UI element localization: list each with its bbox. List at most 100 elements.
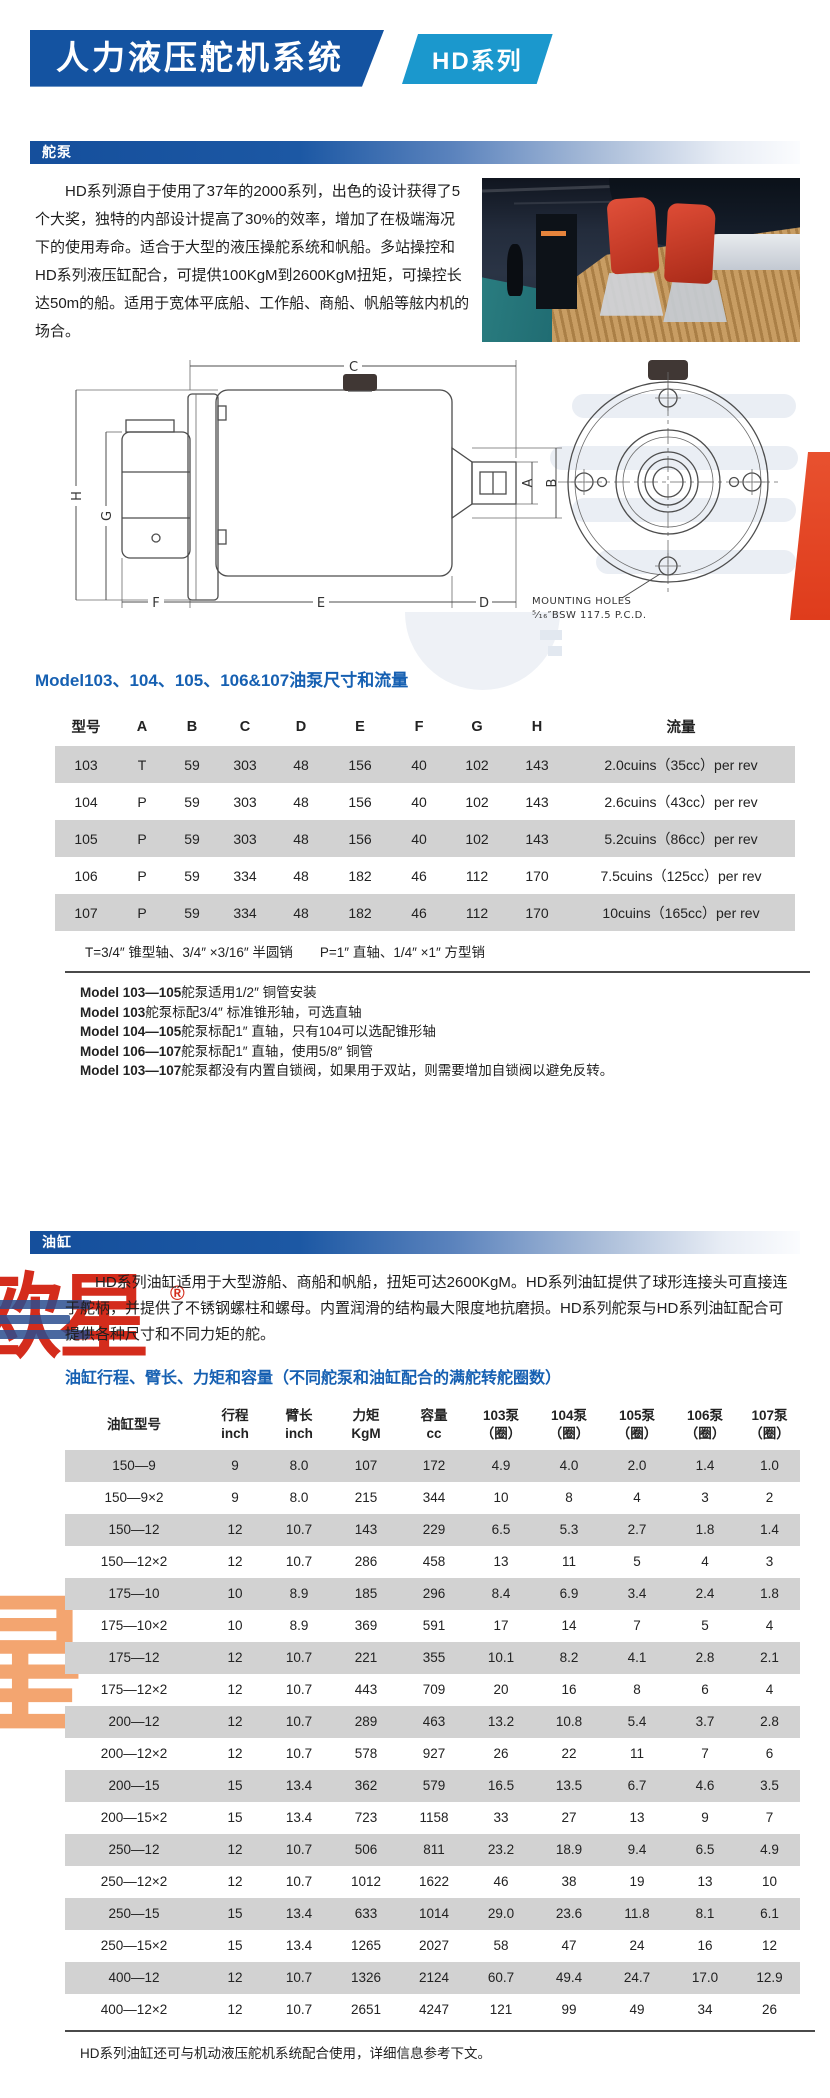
table-cell: 12: [227, 1714, 243, 1729]
table-cell: 10: [227, 1618, 243, 1633]
table-cell: 18.9: [555, 1842, 583, 1857]
table-cell: 15: [227, 1906, 243, 1921]
table-cell: 16: [697, 1938, 713, 1953]
section-title-pump: 舵泵: [42, 144, 72, 160]
table-cell: 334: [233, 904, 257, 921]
section-bar-pump: 舵泵: [30, 141, 800, 164]
table-row: 200—15 15 13.4 362 579 16.5 13.5 6.7 4.6 3.5: [65, 1769, 800, 1802]
table-cell: 10: [761, 1874, 778, 1889]
table-cell: 105: [74, 830, 98, 847]
table-cell: 156: [348, 756, 372, 773]
cylinder-description: HD系列油缸适用于大型游船、商船和帆船，扭矩可达2600KgM。HD系列油缸提供…: [65, 1273, 788, 1343]
column-header: G: [471, 718, 483, 735]
table-cell: 2.0cuins（35cc）per rev: [604, 756, 758, 773]
table-cell: 2.6cuins（43cc）per rev: [604, 793, 758, 810]
table-cell: 40: [411, 830, 427, 847]
table-cell: 143: [525, 756, 549, 773]
table-row: 106 P 59 334 48 182 46 112 170 7.5cuins（125cc）per…: [55, 857, 795, 894]
table-row: 107 P 59 334 48 182 46 112 170 10cuins（165cc）per …: [55, 894, 795, 931]
table-cell: 1158: [419, 1810, 449, 1825]
table-row: 175—12×2 12 10.7 443 709 20 16 8 6 4: [65, 1674, 800, 1706]
table-row: 250—12×2 12 10.7 1012 1622 46 38 19 13 10: [65, 1866, 800, 1898]
table-row: 150—9 9 8.0 107 172 4.9 4.0 2.0 1.4 1.0: [65, 1449, 800, 1482]
dim-label-h: H: [70, 491, 85, 501]
pump-description: HD系列源自于使用了37年的2000系列，出色的设计获得了5个大奖，独特的内部设…: [35, 183, 470, 340]
table-row: 175—10×2 10 8.9 369 591 17 14 7 5 4: [65, 1610, 800, 1642]
table-cell: 200—15×2: [100, 1810, 168, 1825]
table-cell: 40: [411, 756, 427, 773]
table-cell: 11: [561, 1554, 576, 1569]
table-cell: 250—12×2: [100, 1874, 168, 1889]
table-cell: 5: [701, 1618, 709, 1633]
column-header: 容量 cc: [420, 1407, 448, 1441]
table-cell: 250—15×2: [100, 1938, 168, 1953]
table-cell: 170: [525, 867, 549, 884]
table-cell: 59: [184, 793, 200, 810]
photo-pump-base: [663, 279, 727, 323]
column-header: 106泵 （圈）: [684, 1407, 726, 1441]
table-cell: 104: [74, 793, 98, 810]
table-cell: 723: [354, 1810, 378, 1825]
note-line: Model 103—105舵泵适用1/2″ 铜管安装: [80, 983, 810, 1003]
column-header: C: [239, 718, 251, 735]
table-cell: 6.7: [627, 1778, 647, 1793]
cylinder-table-header-row: 油缸型号 行程 inch 臂长 inch 力矩 KgM 容量 cc 103泵 （圈） 10…: [65, 1400, 800, 1450]
table-cell: 10.7: [285, 1970, 313, 1985]
table-cell: 8.9: [289, 1586, 309, 1601]
table-cell: 102: [465, 793, 489, 810]
table-cell: 59: [184, 904, 200, 921]
table-cell: 1622: [418, 1874, 450, 1889]
column-header: 力矩 KgM: [351, 1407, 381, 1441]
table-cell: 143: [525, 793, 549, 810]
table-cell: 5.4: [627, 1714, 647, 1729]
shaft-type-note: T=3/4″ 锥型轴、3/4″ ×3/16″ 半圆销 P=1″ 直轴、1/4″ …: [85, 945, 486, 960]
table-cell: 811: [423, 1842, 445, 1857]
table-cell: 4: [701, 1554, 709, 1569]
table-cell: 1326: [350, 1970, 382, 1985]
table-cell: 14: [561, 1618, 577, 1633]
table-cell: 12: [227, 1522, 243, 1537]
table-cell: 107: [354, 1458, 378, 1473]
table-cell: 46: [493, 1874, 509, 1889]
photo-pump-base: [599, 273, 664, 316]
side-view: [121, 374, 517, 601]
table-cell: 24: [629, 1938, 645, 1953]
table-cell: 15: [227, 1810, 243, 1825]
table-cell: 17.0: [691, 1970, 719, 1985]
table-cell: 16.5: [487, 1778, 515, 1793]
table-cell: 59: [184, 867, 200, 884]
table-cell: 20: [493, 1682, 509, 1697]
table-cell: 506: [354, 1842, 378, 1857]
column-header: 流量: [666, 720, 696, 736]
table-cell: 27: [561, 1810, 577, 1825]
table-cell: 13.4: [285, 1906, 313, 1921]
table-cell: 150—9: [112, 1458, 156, 1473]
table-cell: 9: [231, 1490, 239, 1505]
column-header: B: [186, 718, 198, 735]
table-cell: 13: [629, 1810, 645, 1825]
pump-intro-row: HD系列源自于使用了37年的2000系列，出色的设计获得了5个大奖，独特的内部设…: [35, 178, 800, 346]
page-header: 人力液压舵机系统 HD系列: [30, 30, 830, 88]
table-cell: 29.0: [487, 1906, 515, 1921]
table-cell: 175—10×2: [100, 1618, 168, 1633]
table-cell: 10.7: [285, 1714, 313, 1729]
table-cell: 11.8: [624, 1906, 650, 1921]
table-cell: 579: [422, 1778, 446, 1793]
table-cell: 13.5: [555, 1778, 583, 1793]
table-cell: 102: [465, 756, 489, 773]
table-cell: 3: [765, 1554, 774, 1569]
table-cell: 13.4: [285, 1810, 313, 1825]
note-line: Model 103舵泵标配3/4″ 标准锥形轴，可选直轴: [80, 1003, 810, 1023]
table-cell: 4: [765, 1618, 774, 1633]
table-cell: 26: [493, 1746, 509, 1761]
table-cell: 400—12: [108, 1970, 160, 1985]
table-cell: 362: [354, 1778, 378, 1793]
table-cell: 10.7: [285, 1874, 313, 1889]
table-cell: 8: [633, 1682, 641, 1697]
table-cell: 170: [525, 904, 549, 921]
table-cell: 8: [565, 1490, 573, 1505]
column-header: E: [355, 718, 365, 735]
table-cell: 175—12: [108, 1650, 160, 1665]
footer-note-text: HD系列油缸还可与机动液压舵机系统配合使用，详细信息参考下文。: [80, 2045, 491, 2061]
table-cell: 12: [227, 1554, 243, 1569]
